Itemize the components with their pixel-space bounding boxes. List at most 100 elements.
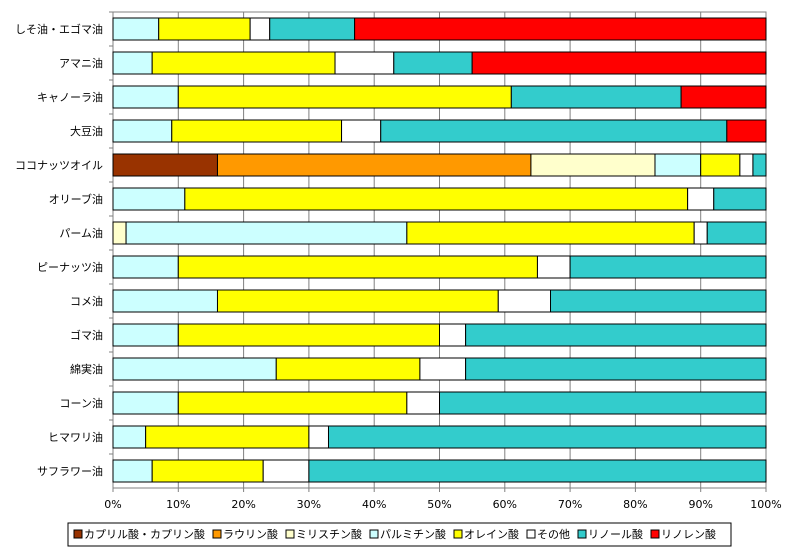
category-label: ココナッツオイル (15, 159, 103, 172)
legend-label: ラウリン酸 (223, 527, 278, 541)
bar-segment (275, 357, 421, 381)
category-label: ゴマ油 (70, 328, 103, 342)
bar-segment (112, 221, 127, 245)
legend-label: カプリル酸・カプリン酸 (84, 527, 205, 541)
bar-segment (112, 357, 277, 381)
bar-segment (693, 221, 708, 245)
category-label: ピーナッツ油 (37, 260, 103, 274)
bar-segment (354, 17, 767, 41)
legend-box (67, 522, 732, 547)
legend-swatch (453, 529, 463, 539)
bar-segment (654, 153, 702, 177)
bar-segment (680, 85, 767, 109)
bar-segment (393, 51, 473, 75)
category-label: オリーブ油 (49, 192, 103, 206)
bar-segment (177, 391, 408, 415)
bar-segment (550, 289, 767, 313)
bar-segment (471, 51, 767, 75)
bar-segment (308, 425, 329, 449)
bar-segment (112, 459, 153, 483)
bar-segment (687, 187, 715, 211)
bar-segment (465, 323, 767, 347)
bar-segment (177, 85, 512, 109)
category-label: アマニ油 (59, 56, 103, 70)
category-label: コメ油 (70, 294, 103, 308)
bar-segment (112, 425, 147, 449)
legend-label: その他 (537, 528, 570, 541)
bar-segment (406, 391, 441, 415)
x-tick-label: 30% (297, 498, 321, 511)
bar-segment (216, 153, 532, 177)
x-tick-label: 80% (623, 498, 647, 511)
legend-label: リノレン酸 (661, 527, 716, 541)
bar-segment (177, 255, 538, 279)
bar-segment (158, 17, 251, 41)
x-tick-labels: 0% 10% 20% 30% 40% 50% 60% 70% 80% 90% 100% (104, 498, 781, 511)
category-label: 大豆油 (70, 124, 103, 138)
bar-segment (171, 119, 343, 143)
x-tick-label: 100% (750, 498, 781, 511)
bar-segment (334, 51, 395, 75)
bar-segment (112, 289, 218, 313)
bar-segment (569, 255, 767, 279)
bar-segment (177, 323, 441, 347)
legend-swatch (73, 529, 83, 539)
bar-segment (216, 289, 499, 313)
bar-segment (706, 221, 767, 245)
bar-segment (510, 85, 682, 109)
bar-segment (112, 323, 179, 347)
bar-segment (419, 357, 467, 381)
category-label: ヒマワリ油 (48, 430, 103, 444)
legend-swatch (212, 529, 222, 539)
x-tick-label: 90% (688, 498, 712, 511)
bar-segment (380, 119, 728, 143)
x-tick-label: 0% (104, 498, 121, 511)
bar-segment (151, 459, 264, 483)
gridlines (109, 11, 767, 492)
category-label: キャノーラ油 (37, 90, 103, 104)
bar-segment (112, 391, 179, 415)
x-tick-label: 50% (427, 498, 451, 511)
legend-swatch (526, 529, 536, 539)
category-label: しそ油・エゴマ油 (15, 22, 103, 36)
bar-segment (739, 153, 754, 177)
bar-segment (249, 17, 271, 41)
legend-label: オレイン酸 (464, 527, 519, 541)
bar-segment (125, 221, 408, 245)
legend-swatch (577, 529, 587, 539)
category-label: 綿実油 (70, 362, 103, 376)
bar-segment (112, 153, 218, 177)
bar-segment (269, 17, 356, 41)
bar-segment (726, 119, 767, 143)
bar-segment (700, 153, 741, 177)
legend-label: ミリスチン酸 (296, 527, 362, 541)
bar-segment (262, 459, 310, 483)
bar-segment (112, 119, 173, 143)
bar-segment (497, 289, 552, 313)
bar-segment (112, 187, 186, 211)
category-label: パーム油 (59, 226, 103, 240)
x-tick-label: 60% (493, 498, 517, 511)
category-labels: しそ油・エゴマ油アマニ油キャノーラ油大豆油ココナッツオイルオリーブ油パーム油ピー… (15, 22, 103, 478)
legend: カプリル酸・カプリン酸 ラウリン酸 ミリスチン酸 パルミチン酸 オレイン酸 その他 リノール… (73, 527, 716, 541)
bar-segment (465, 357, 767, 381)
legend-label: リノール酸 (588, 527, 643, 541)
x-tick-label: 10% (166, 498, 190, 511)
legend-swatch (369, 529, 379, 539)
bar-segment (406, 221, 695, 245)
x-tick-label: 20% (231, 498, 255, 511)
bar-segment (439, 391, 767, 415)
bar-segment (530, 153, 656, 177)
legend-swatch (285, 529, 295, 539)
bar-segment (145, 425, 310, 449)
legend-swatch (650, 529, 660, 539)
bar-segment (184, 187, 689, 211)
x-tick-label: 70% (558, 498, 582, 511)
bar-segment (151, 51, 336, 75)
bar-segment (713, 187, 767, 211)
bar-segment (439, 323, 467, 347)
bar-segment (112, 255, 179, 279)
bar-segment (327, 425, 767, 449)
bars (112, 17, 767, 483)
